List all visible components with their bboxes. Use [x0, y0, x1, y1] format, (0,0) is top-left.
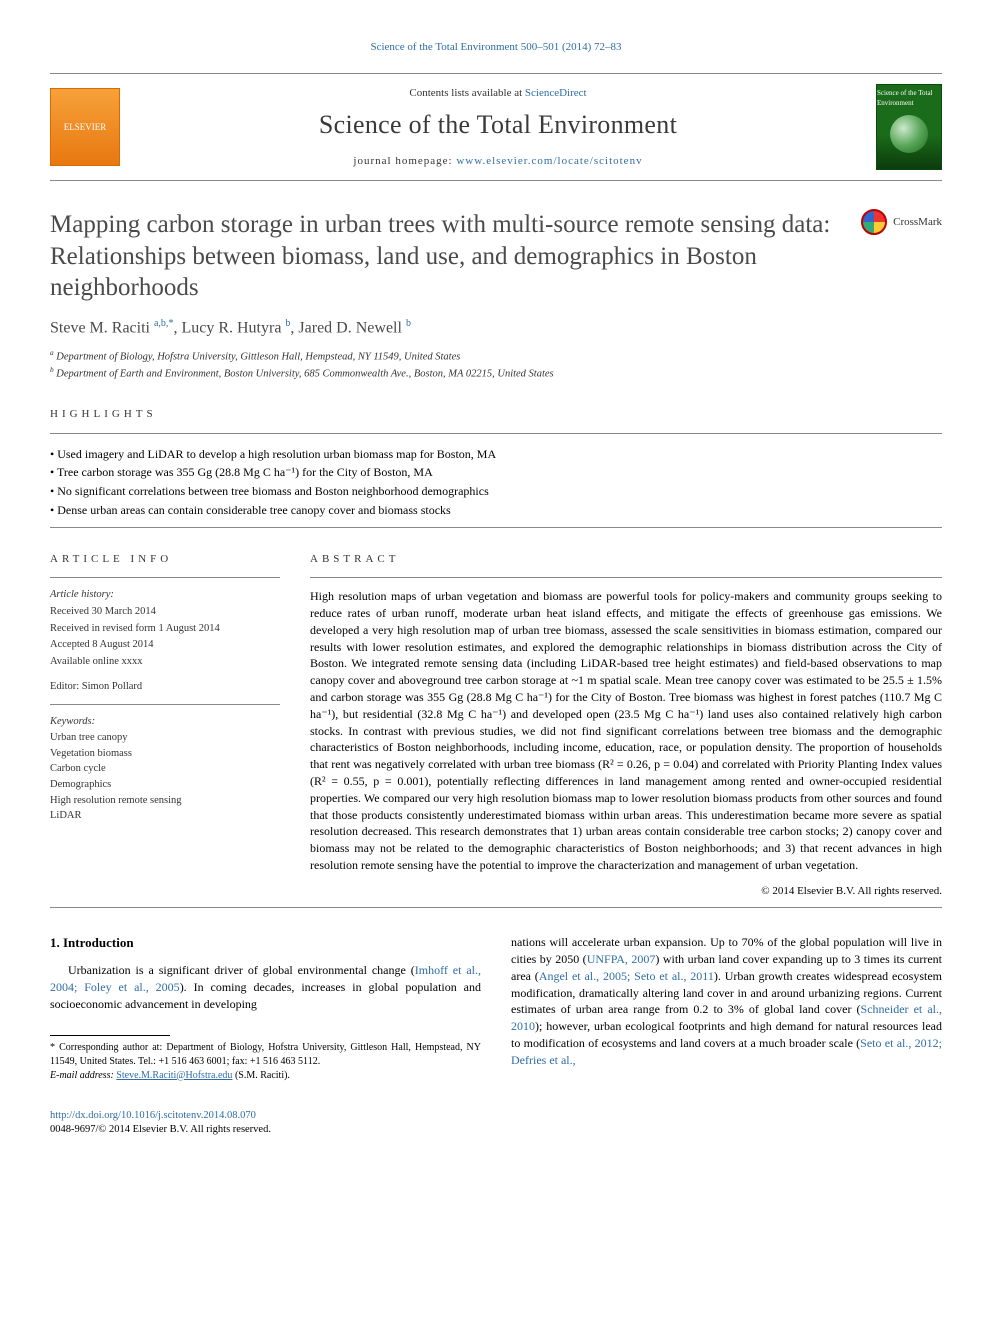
ref-link[interactable]: Angel et al., 2005; Seto et al., 2011	[539, 969, 714, 983]
keyword: LiDAR	[50, 809, 280, 824]
highlights-rule-top	[50, 433, 942, 434]
highlight-item: Used imagery and LiDAR to develop a high…	[50, 446, 942, 463]
abstract-copyright: © 2014 Elsevier B.V. All rights reserved…	[310, 884, 942, 899]
journal-homepage-link[interactable]: www.elsevier.com/locate/scitotenv	[456, 155, 642, 167]
intro-para-right: nations will accelerate urban expansion.…	[511, 934, 942, 1068]
highlights-rule-bottom	[50, 527, 942, 528]
ref-link[interactable]: Schneider et al., 2010	[511, 1002, 942, 1033]
journal-cover-thumb: Science of the Total Environment	[876, 84, 942, 170]
cover-globe-icon	[890, 115, 928, 153]
history-online: Available online xxxx	[50, 655, 280, 670]
author-2: Lucy R. Hutyra	[181, 319, 285, 336]
affiliation-a-text: Department of Biology, Hofstra Universit…	[56, 351, 460, 362]
ref-link[interactable]: Imhoff et al., 2004; Foley et al., 2005	[50, 963, 481, 994]
article-history-label: Article history:	[50, 588, 280, 603]
keyword: Demographics	[50, 778, 280, 793]
author-3: Jared D. Newell	[298, 319, 406, 336]
footnote-block: * Corresponding author at: Department of…	[50, 1035, 481, 1083]
contents-prefix: Contents lists available at	[409, 87, 524, 99]
author-1-affil[interactable]: a,b,	[154, 318, 168, 329]
keyword: High resolution remote sensing	[50, 794, 280, 809]
intro-heading: 1. Introduction	[50, 934, 481, 952]
title-row: Mapping carbon storage in urban trees wi…	[50, 209, 942, 303]
elsevier-logo-label: ELSEVIER	[64, 121, 107, 134]
crossmark-icon	[861, 209, 887, 235]
journal-citation: Science of the Total Environment 500–501…	[50, 40, 942, 55]
affiliation-b: b Department of Earth and Environment, B…	[50, 365, 942, 382]
intro-para-left: Urbanization is a significant driver of …	[50, 962, 481, 1012]
doi-link[interactable]: http://dx.doi.org/10.1016/j.scitotenv.20…	[50, 1110, 256, 1121]
email-line: E-mail address: Steve.M.Raciti@Hofstra.e…	[50, 1069, 481, 1083]
editor: Editor: Simon Pollard	[50, 680, 280, 695]
abstract-label: ABSTRACT	[310, 552, 942, 567]
history-accepted: Accepted 8 August 2014	[50, 638, 280, 653]
email-label: E-mail address:	[50, 1070, 116, 1081]
journal-title: Science of the Total Environment	[132, 107, 864, 143]
abstract-text: High resolution maps of urban vegetation…	[310, 588, 942, 874]
crossmark[interactable]: CrossMark	[861, 209, 942, 235]
intro-left-column: 1. Introduction Urbanization is a signif…	[50, 934, 481, 1083]
issn-copyright: 0048-9697/© 2014 Elsevier B.V. All right…	[50, 1123, 942, 1138]
info-rule-1	[50, 577, 280, 578]
highlight-item: No significant correlations between tree…	[50, 483, 942, 500]
article-title: Mapping carbon storage in urban trees wi…	[50, 209, 845, 303]
cover-label: Science of the Total Environment	[877, 89, 941, 109]
author-1: Steve M. Raciti	[50, 319, 154, 336]
author-3-affil[interactable]: b	[406, 318, 411, 329]
footer: http://dx.doi.org/10.1016/j.scitotenv.20…	[50, 1109, 942, 1138]
masthead: ELSEVIER Contents lists available at Sci…	[50, 73, 942, 181]
intro-right-column: nations will accelerate urban expansion.…	[511, 934, 942, 1083]
ref-link[interactable]: UNFPA, 2007	[587, 952, 656, 966]
abstract-column: ABSTRACT High resolution maps of urban v…	[310, 552, 942, 899]
corresponding-author: * Corresponding author at: Department of…	[50, 1041, 481, 1069]
article-info-label: ARTICLE INFO	[50, 552, 280, 567]
highlight-item: Dense urban areas can contain considerab…	[50, 502, 942, 519]
highlights-list: Used imagery and LiDAR to develop a high…	[50, 446, 942, 519]
contents-line: Contents lists available at ScienceDirec…	[132, 86, 864, 101]
ref-link[interactable]: Seto et al., 2012; Defries et al.,	[511, 1036, 942, 1067]
keyword: Carbon cycle	[50, 762, 280, 777]
affiliations: a Department of Biology, Hofstra Univers…	[50, 348, 942, 381]
elsevier-logo: ELSEVIER	[50, 88, 120, 166]
article-info-column: ARTICLE INFO Article history: Received 3…	[50, 552, 280, 899]
affiliation-b-text: Department of Earth and Environment, Bos…	[56, 368, 553, 379]
authors: Steve M. Raciti a,b,*, Lucy R. Hutyra b,…	[50, 317, 942, 340]
highlight-item: Tree carbon storage was 355 Gg (28.8 Mg …	[50, 464, 942, 481]
journal-citation-link[interactable]: Science of the Total Environment 500–501…	[370, 41, 621, 53]
abstract-rule	[310, 577, 942, 578]
affiliation-a: a Department of Biology, Hofstra Univers…	[50, 348, 942, 365]
keyword: Urban tree canopy	[50, 731, 280, 746]
masthead-center: Contents lists available at ScienceDirec…	[132, 86, 864, 169]
keywords-block: Keywords: Urban tree canopy Vegetation b…	[50, 715, 280, 824]
info-abstract-row: ARTICLE INFO Article history: Received 3…	[50, 552, 942, 899]
email-link[interactable]: Steve.M.Raciti@Hofstra.edu	[116, 1070, 232, 1081]
homepage-prefix: journal homepage:	[353, 155, 456, 167]
info-rule-2	[50, 704, 280, 705]
intro-columns: 1. Introduction Urbanization is a signif…	[50, 934, 942, 1083]
body-rule	[50, 907, 942, 908]
sciencedirect-link[interactable]: ScienceDirect	[525, 87, 587, 99]
email-suffix: (S.M. Raciti).	[232, 1070, 290, 1081]
crossmark-label: CrossMark	[893, 215, 942, 230]
keyword: Vegetation biomass	[50, 747, 280, 762]
keywords-label: Keywords:	[50, 715, 280, 730]
journal-homepage: journal homepage: www.elsevier.com/locat…	[132, 154, 864, 169]
article-history: Article history: Received 30 March 2014 …	[50, 588, 280, 669]
highlights-label: HIGHLIGHTS	[50, 407, 942, 422]
history-revised: Received in revised form 1 August 2014	[50, 622, 280, 637]
history-received: Received 30 March 2014	[50, 605, 280, 620]
footnote-rule	[50, 1035, 170, 1036]
